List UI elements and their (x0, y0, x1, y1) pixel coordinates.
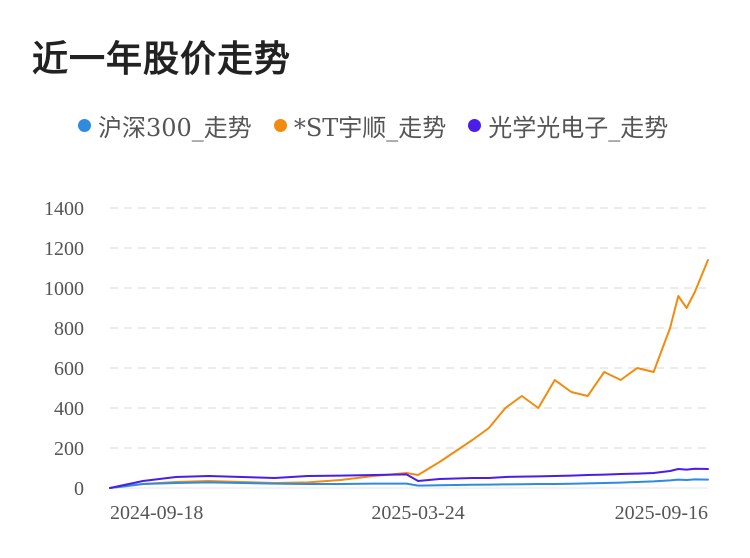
legend-item-styushun[interactable]: *ST宇顺_走势 (273, 108, 447, 143)
x-tick-label-2025-09-16: 2025-09-16 (615, 502, 708, 524)
legend-dot-optoelectronics (468, 119, 482, 132)
y-tick-label-1400: 1400 (44, 198, 84, 220)
legend-item-hs300[interactable]: 沪深300_走势 (78, 108, 252, 143)
y-tick-label-200: 200 (54, 438, 84, 460)
y-tick-label-0: 0 (74, 478, 84, 500)
x-tick-label-2024-09-18: 2024-09-18 (110, 502, 203, 524)
legend-label-hs300: 沪深300_走势 (98, 114, 252, 142)
legend-item-optoelectronics[interactable]: 光学光电子_走势 (468, 108, 668, 143)
series-line-hs300 (109, 478, 709, 489)
legend-dot-hs300 (78, 119, 91, 132)
grid-lines (110, 207, 708, 489)
legend-dot-styushun (273, 119, 287, 132)
y-tick-label-400: 400 (54, 398, 84, 420)
series-lines (109, 259, 709, 489)
y-tick-label-1000: 1000 (44, 278, 84, 300)
legend-label-optoelectronics: 光学光电子_走势 (488, 114, 669, 142)
y-axis: 0 200 400 600 800 1000 1200 1400 (44, 198, 84, 500)
series-line-styushun (109, 259, 709, 489)
x-axis: 2024-09-18 2025-03-24 2025-09-16 (110, 502, 708, 524)
y-tick-label-600: 600 (54, 358, 84, 380)
x-tick-label-2025-03-24: 2025-03-24 (371, 502, 464, 524)
y-tick-label-1200: 1200 (44, 238, 84, 260)
legend-label-styushun: *ST宇顺_走势 (293, 114, 447, 142)
chart-legend: 沪深300_走势 *ST宇顺_走势 光学光电子_走势 (78, 108, 690, 143)
series-line-optoelectronics (109, 467, 709, 489)
y-tick-label-800: 800 (54, 318, 84, 340)
page-title: 近一年股价走势 (32, 39, 292, 80)
